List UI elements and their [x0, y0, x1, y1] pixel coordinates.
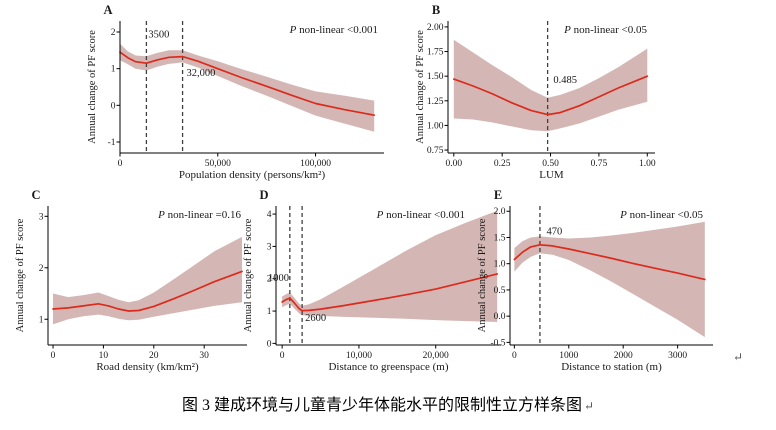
figure-caption-text: 图 3 建成环境与儿童青少年体能水平的限制性立方样条图	[181, 397, 582, 414]
panel-E-chart: 0 1000 2000 3000 -0.5 0.0 0.5 1.0 1.5 2.0 Distance…	[477, 188, 713, 373]
panel-c-road-density: 0 10 20 30 1 2 3 Road density (km/km²) Annual ch…	[14, 186, 255, 376]
panel-D-spline-curve	[281, 273, 499, 312]
panel-E-letter: E	[494, 188, 502, 202]
panel-B-y-tick-label: 1.00	[427, 121, 444, 131]
panel-E-y-tick-label: 0.5	[494, 286, 506, 296]
panel-C-x-axis-title: Road density (km/km²)	[96, 361, 199, 373]
panel-A-x-tick-label: 100,000	[300, 159, 331, 169]
panel-D-y-tick-label: 0	[267, 339, 272, 349]
panel-D-y-tick-label: 1	[267, 307, 272, 317]
panel-D-x-axis-title: Distance to greenspace (m)	[328, 361, 448, 373]
panel-E-y-axis-title: Annual change of PF score	[477, 218, 488, 332]
panel-D-y-tick-label: 3	[267, 242, 272, 252]
panel-A-y-tick-label: 1	[111, 65, 116, 75]
panel-C-y-tick-label: 1	[39, 315, 44, 325]
panel-A-x-tick-label: 50,000	[205, 159, 231, 169]
panel-E-p-value-label: P non-linear <0.05	[619, 209, 703, 221]
panel-B-x-tick-label: 0.25	[494, 159, 511, 169]
panel-C-y-axis-title: Annual change of PF score	[15, 218, 26, 332]
panel-B-x-tick-label: 1.00	[639, 159, 656, 169]
panel-E-spline-curve	[513, 243, 706, 281]
panel-E-y-tick-label: 1.5	[494, 233, 506, 243]
panel-A-knot-label: 3500	[148, 30, 169, 41]
panel-B-x-tick-label: 0.75	[591, 159, 608, 169]
panel-D-letter: D	[259, 188, 268, 202]
paragraph-return-mark: ↵	[583, 399, 595, 413]
panel-C-y-tick-label: 2	[39, 264, 44, 274]
panel-D-chart: 0 10,000 20,000 0 1 2 3 4 Distance to greenspace…	[243, 188, 501, 373]
panel-C-y-tick-label: 3	[39, 212, 44, 222]
panel-A-p-value-label: P non-linear <0.001	[289, 24, 378, 36]
panel-E-y-tick-label: 1.0	[494, 260, 506, 270]
panel-e-distance-station: 0 1000 2000 3000 -0.5 0.0 0.5 1.0 1.5 2.0 Distance…	[476, 186, 721, 376]
panel-E-y-tick-label: -0.5	[490, 338, 505, 348]
panel-E-y-tick-label: 2.0	[494, 207, 506, 217]
panel-D-y-tick-label: 4	[267, 210, 272, 220]
panel-B-x-tick-label: 0.50	[542, 159, 559, 169]
panel-D-y-axis-title: Annual change of PF score	[243, 218, 254, 332]
panel-B-knot-label: 0.485	[553, 75, 577, 86]
panel-E-x-axis-title: Distance to station (m)	[561, 361, 662, 373]
panel-C-letter: C	[31, 188, 40, 202]
panel-B-spline-curve	[452, 75, 649, 116]
panel-B-p-value-label: P non-linear <0.05	[563, 24, 647, 36]
panel-D-x-tick-label: 0	[280, 351, 285, 361]
panel-E-y-tick-label: 0.0	[494, 312, 506, 322]
panel-B-y-tick-label: 0.75	[427, 146, 444, 156]
panel-C-x-tick-label: 20	[149, 351, 159, 361]
panel-A-knot-label: 32,000	[186, 68, 215, 79]
panel-B-y-tick-label: 1.25	[427, 97, 444, 107]
panel-A-y-tick-label: 2	[111, 28, 116, 38]
panel-B-y-tick-label: 1.50	[427, 72, 444, 82]
panel-C-x-tick-label: 30	[199, 351, 209, 361]
panel-B-letter: B	[432, 3, 440, 17]
panel-A-x-axis-title: Population density (persons/km²)	[179, 169, 326, 181]
panel-C-x-tick-label: 10	[99, 351, 109, 361]
paragraph-return-mark: ↵	[733, 350, 744, 364]
panel-C-spline-curve	[52, 270, 243, 312]
panel-E-x-tick-label: 3000	[668, 351, 687, 361]
panel-B-y-tick-label: 1.75	[427, 48, 444, 58]
panel-C-chart: 0 10 20 30 1 2 3 Road density (km/km²) Annual ch…	[15, 188, 247, 373]
panel-E-x-tick-label: 2000	[614, 351, 633, 361]
panel-C-p-value-label: P non-linear =0.16	[157, 209, 241, 221]
panel-D-x-tick-label: 20,000	[423, 351, 449, 361]
panel-b-lum: 0.00 0.25 0.50 0.75 1.00 0.75 1.00 1.25 1.50 1.75…	[414, 1, 663, 184]
panel-A-confidence-band	[120, 43, 375, 132]
figure-caption: 图 3 建成环境与儿童青少年体能水平的限制性立方样条图 ↵	[0, 391, 776, 415]
panel-B-y-tick-label: 2.00	[427, 23, 444, 33]
panel-a-population-density: 0 50,000 100,000 -1 0 1 2 Population density (p…	[86, 1, 392, 184]
panel-B-x-axis-title: LUM	[539, 169, 564, 181]
panel-A-y-tick-label: -1	[108, 138, 116, 148]
panel-A-y-axis-title: Annual change of PF score	[87, 30, 98, 144]
panel-B-chart: 0.00 0.25 0.50 0.75 1.00 0.75 1.00 1.25 1.50 1.75…	[415, 3, 656, 181]
panel-B-confidence-band	[453, 39, 648, 132]
panel-B-y-axis-title: Annual change of PF score	[415, 30, 426, 144]
panel-B-x-tick-label: 0.00	[445, 159, 462, 169]
panel-D-p-value-label: P non-linear <0.001	[376, 209, 465, 221]
panel-A-chart: 0 50,000 100,000 -1 0 1 2 Population density (p…	[87, 3, 384, 181]
panel-A-spline-curve	[119, 51, 376, 117]
panel-A-letter: A	[103, 3, 112, 17]
panel-E-x-tick-label: 1000	[559, 351, 578, 361]
panel-D-y-tick-label: 2	[267, 275, 272, 285]
panel-d-distance-greenspace: 0 10,000 20,000 0 1 2 3 4 Distance to greenspace…	[242, 186, 509, 376]
panel-D-confidence-band	[282, 210, 498, 322]
panel-C-confidence-band	[53, 236, 242, 325]
panel-C-x-tick-label: 0	[51, 351, 56, 361]
panel-E-x-tick-label: 0	[512, 351, 517, 361]
panel-D-knot-label: 1000	[268, 273, 289, 284]
panel-D-knot-label: 2600	[305, 313, 326, 324]
panel-A-x-tick-label: 0	[118, 159, 123, 169]
panel-E-knot-label: 470	[546, 226, 562, 237]
panel-A-y-tick-label: 0	[111, 101, 116, 111]
panel-D-x-tick-label: 10,000	[346, 351, 372, 361]
panel-E-confidence-band	[514, 221, 705, 338]
